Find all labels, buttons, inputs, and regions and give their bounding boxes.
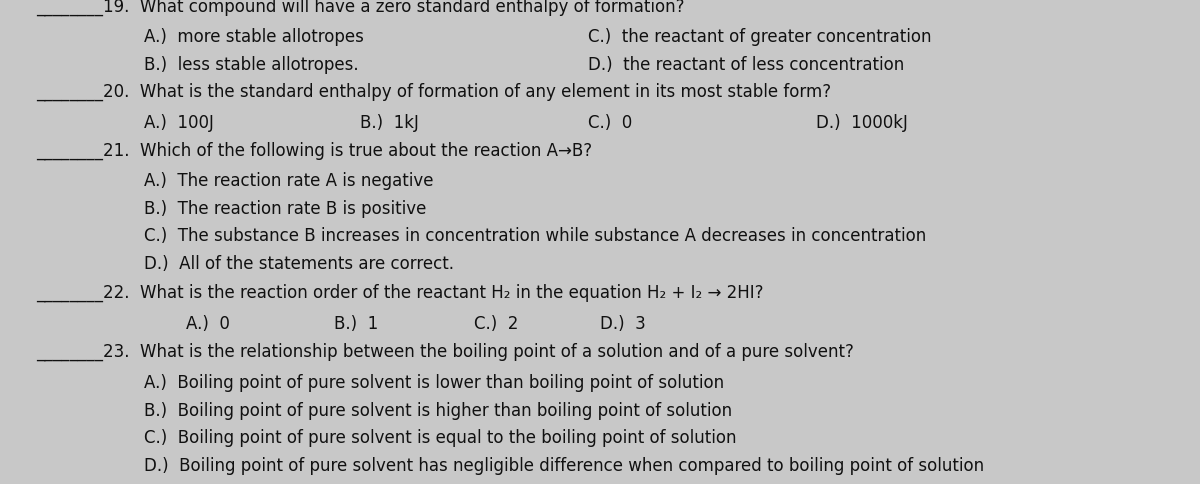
Text: C.)  0: C.) 0 bbox=[588, 114, 632, 132]
Text: C.)  2: C.) 2 bbox=[474, 314, 518, 332]
Text: A.)  The reaction rate A is negative: A.) The reaction rate A is negative bbox=[144, 172, 433, 190]
Text: A.)  0: A.) 0 bbox=[186, 314, 230, 332]
Text: B.)  The reaction rate B is positive: B.) The reaction rate B is positive bbox=[144, 199, 426, 217]
Text: A.)  more stable allotropes: A.) more stable allotropes bbox=[144, 28, 364, 46]
Text: A.)  100J: A.) 100J bbox=[144, 114, 214, 132]
Text: C.)  Boiling point of pure solvent is equal to the boiling point of solution: C.) Boiling point of pure solvent is equ… bbox=[144, 428, 737, 446]
Text: ________20.  What is the standard enthalpy of formation of any element in its mo: ________20. What is the standard enthalp… bbox=[36, 83, 832, 101]
Text: B.)  1kJ: B.) 1kJ bbox=[360, 114, 419, 132]
Text: B.)  less stable allotropes.: B.) less stable allotropes. bbox=[144, 56, 359, 74]
Text: ________21.  Which of the following is true about the reaction A→B?: ________21. Which of the following is tr… bbox=[36, 141, 592, 159]
Text: D.)  the reactant of less concentration: D.) the reactant of less concentration bbox=[588, 56, 905, 74]
Text: B.)  Boiling point of pure solvent is higher than boiling point of solution: B.) Boiling point of pure solvent is hig… bbox=[144, 401, 732, 419]
Text: ________19.  What compound will have a zero standard enthalpy of formation?: ________19. What compound will have a ze… bbox=[36, 0, 684, 15]
Text: D.)  3: D.) 3 bbox=[600, 314, 646, 332]
Text: A.)  Boiling point of pure solvent is lower than boiling point of solution: A.) Boiling point of pure solvent is low… bbox=[144, 373, 724, 391]
Text: D.)  All of the statements are correct.: D.) All of the statements are correct. bbox=[144, 255, 454, 272]
Text: C.)  the reactant of greater concentration: C.) the reactant of greater concentratio… bbox=[588, 28, 931, 46]
Text: D.)  Boiling point of pure solvent has negligible difference when compared to bo: D.) Boiling point of pure solvent has ne… bbox=[144, 456, 984, 474]
Text: D.)  1000kJ: D.) 1000kJ bbox=[816, 114, 908, 132]
Text: B.)  1: B.) 1 bbox=[334, 314, 378, 332]
Text: ________23.  What is the relationship between the boiling point of a solution an: ________23. What is the relationship bet… bbox=[36, 342, 854, 361]
Text: C.)  The substance B increases in concentration while substance A decreases in c: C.) The substance B increases in concent… bbox=[144, 227, 926, 245]
Text: ________22.  What is the reaction order of the reactant H₂ in the equation H₂ + : ________22. What is the reaction order o… bbox=[36, 283, 763, 302]
